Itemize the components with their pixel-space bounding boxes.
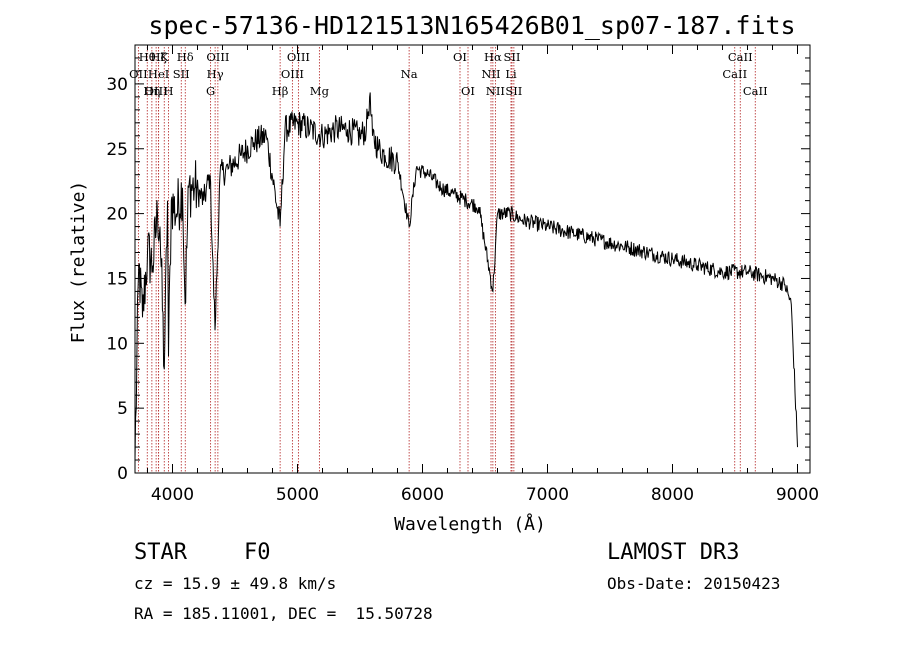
y-tick-label: 10 [106, 334, 128, 354]
flux-series-line [134, 92, 798, 461]
x-tick-label: 7000 [526, 485, 569, 505]
redshift-velocity: cz = 15.9 ± 49.8 km/s [134, 574, 337, 593]
spectral-line-label: Hζ [150, 50, 166, 64]
spectral-line-label: Na [401, 67, 418, 81]
spectral-line-label: OIII [206, 50, 229, 64]
spectral-line-label: OIII [281, 67, 304, 81]
spectral-line-label: NII [481, 67, 500, 81]
y-axis-label: Flux (relative) [68, 181, 89, 344]
spectral-line-label: Hγ [207, 67, 224, 81]
x-axis-label: Wavelength (Å) [394, 513, 546, 535]
spectral-line-label: OIII [287, 50, 310, 64]
y-tick-label: 20 [106, 205, 128, 225]
coordinates: RA = 185.11001, DEC = 15.50728 [134, 604, 433, 623]
survey-name: LAMOST DR3 [607, 540, 740, 565]
spectral-line-label: Hδ [177, 50, 194, 64]
x-tick-label: 6000 [401, 485, 444, 505]
y-tick-label: 5 [117, 399, 128, 419]
spectral-line-label: K [160, 50, 169, 64]
observation-date: Obs-Date: 20150423 [607, 574, 781, 593]
spectral-line-label: Li [505, 67, 517, 81]
spectral-line-label: CaII [743, 84, 768, 98]
spectral-line-label: Hα [484, 50, 502, 64]
axis-ticks: 4000 5000 6000 7000 8000 9000 0 5 10 15 20 25 30 [106, 45, 819, 505]
spectral-line-label: Hη [143, 84, 160, 98]
spectral-lines-layer [137, 47, 756, 473]
spectral-line-label: SII [505, 84, 522, 98]
spectral-line-label: SII [173, 67, 190, 81]
object-type: STAR [134, 540, 187, 565]
spectral-subclass: F0 [244, 540, 271, 565]
spectral-line-label: H [163, 84, 173, 98]
y-tick-label: 0 [117, 464, 128, 484]
plot-frame [134, 44, 811, 474]
spectral-line-label: OII [129, 67, 148, 81]
spectral-line-label: Hβ [272, 84, 289, 98]
x-tick-label: 4000 [151, 485, 194, 505]
spectral-line-label: OI [461, 84, 475, 98]
spectral-line-label: Mg [310, 84, 330, 98]
spectral-line-label: HeI [148, 67, 169, 81]
y-tick-label: 30 [106, 75, 128, 95]
spectral-line-label: OI [453, 50, 467, 64]
spectral-line-label: Hθ [139, 50, 156, 64]
x-tick-label: 5000 [276, 485, 319, 505]
spectral-line-label: OIII [145, 84, 168, 98]
y-tick-label: 25 [106, 140, 128, 160]
spectral-line-label: NII [486, 84, 505, 98]
spectral-line-label: SII [504, 50, 521, 64]
spectral-line-label: CaII [728, 50, 753, 64]
spectral-line-label: CaII [722, 67, 747, 81]
spectral-line-label: G [206, 84, 215, 98]
x-tick-label: 9000 [776, 485, 819, 505]
x-tick-label: 8000 [651, 485, 694, 505]
chart-title: spec-57136-HD121513N165426B01_sp07-187.f… [148, 11, 795, 40]
y-tick-label: 15 [106, 269, 128, 289]
